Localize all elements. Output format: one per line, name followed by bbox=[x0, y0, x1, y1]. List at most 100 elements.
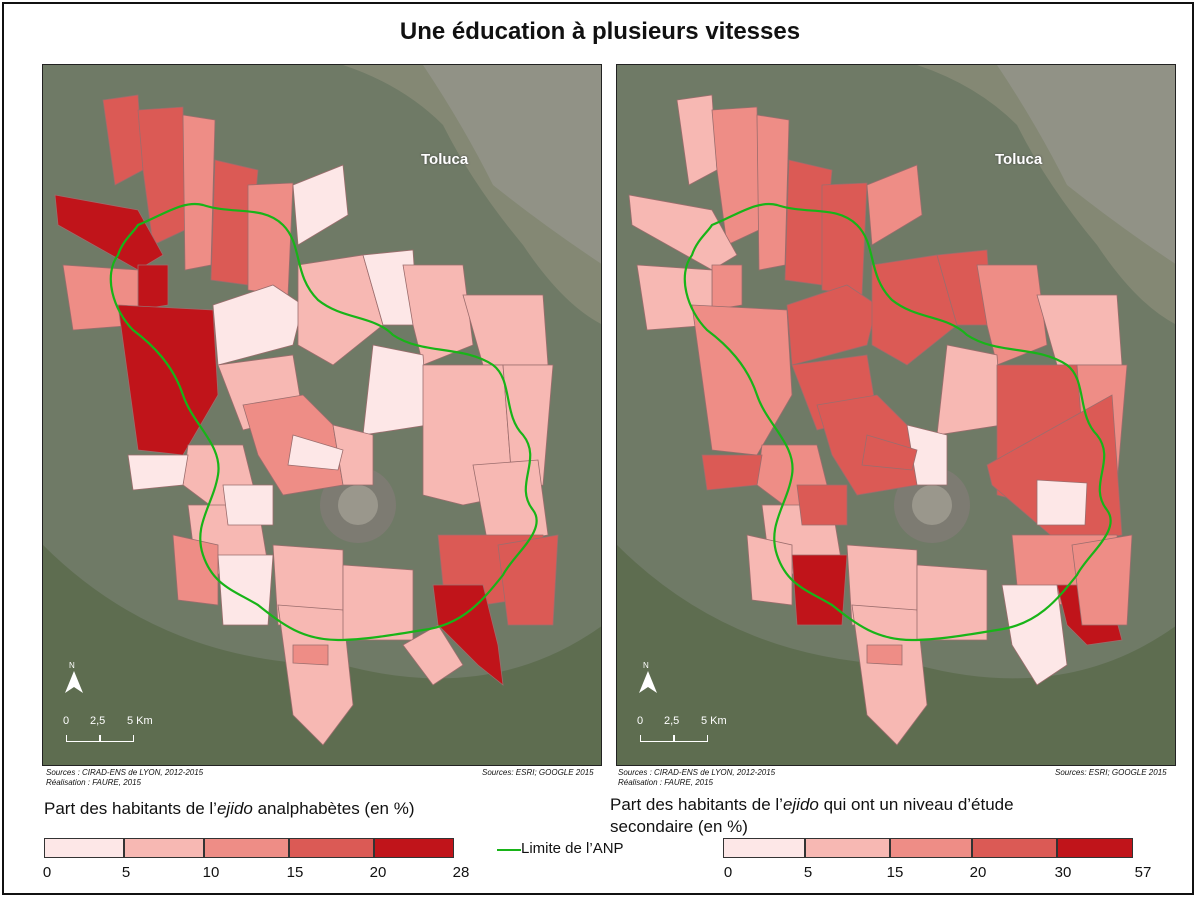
ejido-polygon bbox=[916, 564, 988, 641]
ejido-polygon bbox=[1001, 584, 1068, 686]
satellite-plain bbox=[43, 65, 601, 324]
map-illiteracy: Toluca N 0 2,5 5 Km bbox=[42, 64, 602, 766]
ejido-polygon bbox=[332, 424, 374, 486]
legend-swatch bbox=[805, 838, 890, 858]
ejido-polygon bbox=[976, 264, 1048, 366]
ejido-polygon bbox=[866, 644, 903, 666]
north-arrow-icon: N bbox=[63, 661, 85, 697]
ejido-polygon bbox=[342, 564, 414, 641]
scale-label: 0 bbox=[637, 715, 644, 727]
volcano-crater-inner bbox=[912, 485, 952, 525]
legend-swatch bbox=[723, 838, 805, 858]
legend-break-label: 20 bbox=[369, 864, 387, 881]
legend-break-label: 20 bbox=[969, 864, 987, 881]
legend-anp-boundary: Limite de l’ANP bbox=[497, 836, 637, 862]
legend-color-scale-secondary bbox=[723, 838, 1133, 858]
ejido-polygon bbox=[796, 484, 848, 526]
city-label-toluca: Toluca bbox=[421, 151, 469, 168]
scale-label: 2,5 bbox=[90, 715, 106, 727]
ejido-polygon bbox=[628, 194, 738, 271]
legend-swatch bbox=[124, 838, 204, 858]
scale-bar: 0 2,5 5 Km bbox=[637, 715, 737, 755]
forested-slopes bbox=[617, 545, 1175, 765]
legend-break-label: 0 bbox=[42, 864, 52, 881]
realisation-line: Réalisation : FAURE, 2015 bbox=[618, 778, 714, 787]
ejido-polygon bbox=[871, 254, 958, 366]
ejido-polygon bbox=[472, 459, 549, 546]
ejido-polygon bbox=[182, 114, 216, 271]
ejido-polygon bbox=[247, 182, 294, 296]
ejido-polygon bbox=[861, 434, 918, 471]
ejido-polygon bbox=[292, 644, 329, 666]
page-title: Une éducation à plusieurs vitesses bbox=[399, 18, 801, 45]
realisation-line: Réalisation : FAURE, 2015 bbox=[46, 778, 142, 787]
ejido-polygon bbox=[287, 434, 344, 471]
ejido-polygon bbox=[497, 534, 559, 626]
ejido-polygon bbox=[1036, 479, 1088, 526]
legend-swatch bbox=[204, 838, 289, 858]
imagery-source-right: Sources: ESRI; GOOGLE 2015 bbox=[1055, 768, 1167, 777]
scale-label: 5 Km bbox=[127, 715, 153, 727]
source-line: Sources : CIRAD-ENS de LYON, 2012-2015 bbox=[618, 768, 776, 777]
legend-break-label: 0 bbox=[723, 864, 733, 881]
legend-swatch bbox=[289, 838, 374, 858]
ejido-polygons bbox=[628, 94, 1133, 746]
ejido-polygon bbox=[137, 264, 169, 311]
map-secondary-education: Toluca N 0 2,5 5 Km bbox=[616, 64, 1176, 766]
legend-title-secondary: Part des habitants de l’ejido qui ont un… bbox=[610, 795, 1014, 836]
scale-label: 2,5 bbox=[664, 715, 680, 727]
ejido-polygon bbox=[362, 344, 429, 436]
ejido-polygon bbox=[222, 484, 274, 526]
ejido-polygon bbox=[402, 624, 464, 686]
north-arrow-icon: N bbox=[637, 661, 659, 697]
urban-area bbox=[423, 65, 601, 264]
legend-break-label: 28 bbox=[452, 864, 470, 881]
legend-swatch bbox=[972, 838, 1057, 858]
legend-break-label: 57 bbox=[1134, 864, 1152, 881]
ejido-polygon bbox=[297, 254, 384, 366]
ejido-polygon bbox=[1071, 534, 1133, 626]
anp-legend-line bbox=[497, 849, 521, 851]
ejido-polygon bbox=[791, 554, 848, 626]
ejido-polygon bbox=[172, 534, 219, 606]
legend-break-label: 5 bbox=[803, 864, 813, 881]
map-illiteracy-canvas bbox=[43, 65, 601, 765]
ejido-polygon bbox=[936, 344, 1003, 436]
ejido-polygon bbox=[292, 164, 349, 246]
ejido-polygon bbox=[137, 106, 186, 246]
source-credits-left: Sources : CIRAD-ENS de LYON, 2012-2015 R… bbox=[46, 768, 203, 788]
urban-area bbox=[997, 65, 1175, 264]
forested-slopes bbox=[43, 545, 601, 765]
city-label-toluca: Toluca bbox=[995, 151, 1043, 168]
satellite-plain bbox=[617, 65, 1175, 324]
scale-bar-mid-tick bbox=[673, 735, 675, 741]
legend-break-label: 15 bbox=[886, 864, 904, 881]
anp-boundary-line bbox=[683, 202, 1112, 642]
ejido-polygon bbox=[701, 454, 763, 491]
ejido-polygon bbox=[54, 194, 164, 271]
legend-break-label: 10 bbox=[202, 864, 220, 881]
legend-break-label: 5 bbox=[121, 864, 131, 881]
ejido-polygon bbox=[756, 114, 790, 271]
legend-swatch bbox=[374, 838, 454, 858]
ejido-polygon bbox=[217, 554, 274, 626]
ejido-polygon bbox=[402, 264, 474, 366]
ejido-polygon bbox=[866, 164, 923, 246]
ejido-polygons bbox=[54, 94, 559, 746]
anp-boundary-line bbox=[109, 202, 538, 642]
imagery-source-left: Sources: ESRI; GOOGLE 2015 bbox=[482, 768, 594, 777]
ejido-polygon bbox=[127, 454, 189, 491]
legend-swatch bbox=[890, 838, 972, 858]
legend-title-illiteracy: Part des habitants de l’ejido analphabèt… bbox=[44, 799, 415, 818]
scale-label: 5 Km bbox=[701, 715, 727, 727]
source-line: Sources : CIRAD-ENS de LYON, 2012-2015 bbox=[46, 768, 204, 777]
legend-swatch bbox=[1057, 838, 1133, 858]
scale-label: 0 bbox=[63, 715, 70, 727]
scale-bar: 0 2,5 5 Km bbox=[63, 715, 163, 755]
legend-break-label: 15 bbox=[286, 864, 304, 881]
scale-bar-line bbox=[66, 735, 134, 742]
legend-swatch bbox=[44, 838, 124, 858]
anp-legend-label: Limite de l’ANP bbox=[521, 840, 624, 857]
ejido-polygon bbox=[746, 534, 793, 606]
